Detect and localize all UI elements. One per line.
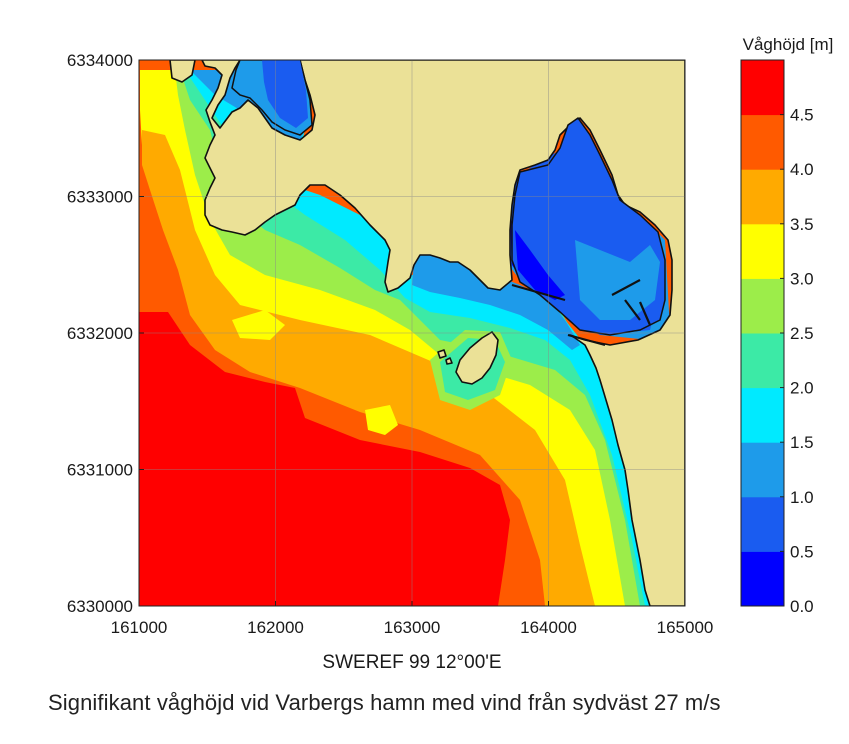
colorbar-segment xyxy=(741,442,784,498)
wave-patch-yellow-1 xyxy=(365,405,398,435)
y-axis-ticks: 6330000 6331000 6332000 6333000 6334000 xyxy=(67,51,144,616)
harbor-piers xyxy=(511,279,652,347)
x-axis-label: SWEREF 99 12°00'E xyxy=(322,652,501,673)
colorbar: 0.0 0.5 1.0 1.5 2.0 2.5 3.0 3.5 4.0 4.5 xyxy=(740,59,814,616)
wave-height-map xyxy=(139,60,685,606)
wave-band-1-5 xyxy=(185,70,652,606)
colorbar-segment xyxy=(741,551,784,607)
harbor-basin-deep xyxy=(515,230,565,300)
colorbar-tick-label: 0.0 xyxy=(790,597,814,616)
x-tick-label: 162000 xyxy=(247,618,304,637)
wave-height-figure: 161000 162000 163000 164000 165000 633000063… xyxy=(67,35,834,673)
y-tick-label: 6330000 xyxy=(67,597,133,616)
y-tick-label: 6334000 xyxy=(67,51,133,70)
land-island xyxy=(455,331,499,385)
wave-band-3-5 xyxy=(142,130,595,606)
colorbar-tick-label: 4.0 xyxy=(790,160,814,179)
colorbar-title: Våghöjd [m] xyxy=(743,35,834,54)
x-tick-label: 165000 xyxy=(657,618,714,637)
colorbar-segment xyxy=(741,60,784,116)
land-islet-1 xyxy=(437,349,447,359)
upper-bay-deep xyxy=(262,60,308,128)
colorbar-segment xyxy=(741,333,784,389)
colorbar-tick-label: 4.5 xyxy=(790,106,814,125)
colorbar-segment xyxy=(741,223,784,279)
colorbar-tick-label: 1.5 xyxy=(790,433,814,452)
colorbar-tick-label: 2.0 xyxy=(790,379,814,398)
colorbar-segment xyxy=(741,496,784,552)
y-tick-label: 6332000 xyxy=(67,324,133,343)
x-axis-ticks: 161000 162000 163000 164000 165000 xyxy=(111,601,714,637)
land-islet-2 xyxy=(445,357,453,365)
harbor-basin-light xyxy=(575,240,660,320)
wave-band-4-5 xyxy=(139,312,510,606)
colorbar-tick-label: 0.5 xyxy=(790,542,814,561)
colorbar-segment xyxy=(741,169,784,225)
wave-patch-yellow-2 xyxy=(232,310,285,340)
x-tick-label: 163000 xyxy=(384,618,441,637)
x-tick-label: 161000 xyxy=(111,618,168,637)
wave-band-3-0 xyxy=(140,70,660,606)
colorbar-segment xyxy=(741,114,784,170)
colorbar-tick-label: 3.0 xyxy=(790,269,814,288)
figure-caption: Signifikant våghöjd vid Varbergs hamn me… xyxy=(48,690,721,715)
grid-lines xyxy=(139,60,685,606)
y-tick-label: 6333000 xyxy=(67,188,133,207)
colorbar-tick-label: 2.5 xyxy=(790,324,814,343)
colorbar-tick-label: 1.0 xyxy=(790,488,814,507)
colorbar-segment xyxy=(741,278,784,334)
y-tick-label: 6331000 xyxy=(67,461,133,480)
colorbar-tick-label: 3.5 xyxy=(790,215,814,234)
colorbar-segment xyxy=(741,387,784,443)
x-tick-label: 164000 xyxy=(520,618,577,637)
land-north-strip xyxy=(169,60,196,83)
